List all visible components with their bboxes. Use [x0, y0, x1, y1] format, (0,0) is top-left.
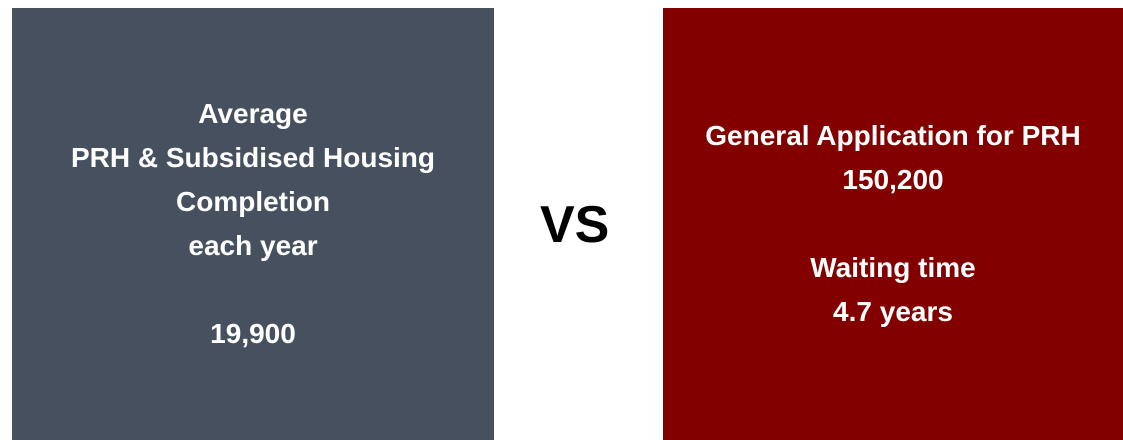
right-panel: General Application for PRH 150,200 Wait…	[663, 8, 1123, 440]
right-text: Waiting time	[810, 252, 976, 283]
right-value: 4.7 years	[833, 296, 953, 327]
vs-label: VS	[540, 196, 610, 254]
left-text: each year	[188, 230, 318, 261]
right-value: 150,200	[842, 164, 944, 195]
right-text: General Application for PRH	[705, 120, 1081, 151]
left-text: Average	[198, 98, 308, 129]
left-text: Completion	[176, 186, 330, 217]
left-text: PRH & Subsidised Housing	[70, 142, 436, 173]
left-value: 19,900	[210, 318, 296, 349]
left-panel: Average PRH & Subsidised Housing Complet…	[12, 8, 494, 440]
